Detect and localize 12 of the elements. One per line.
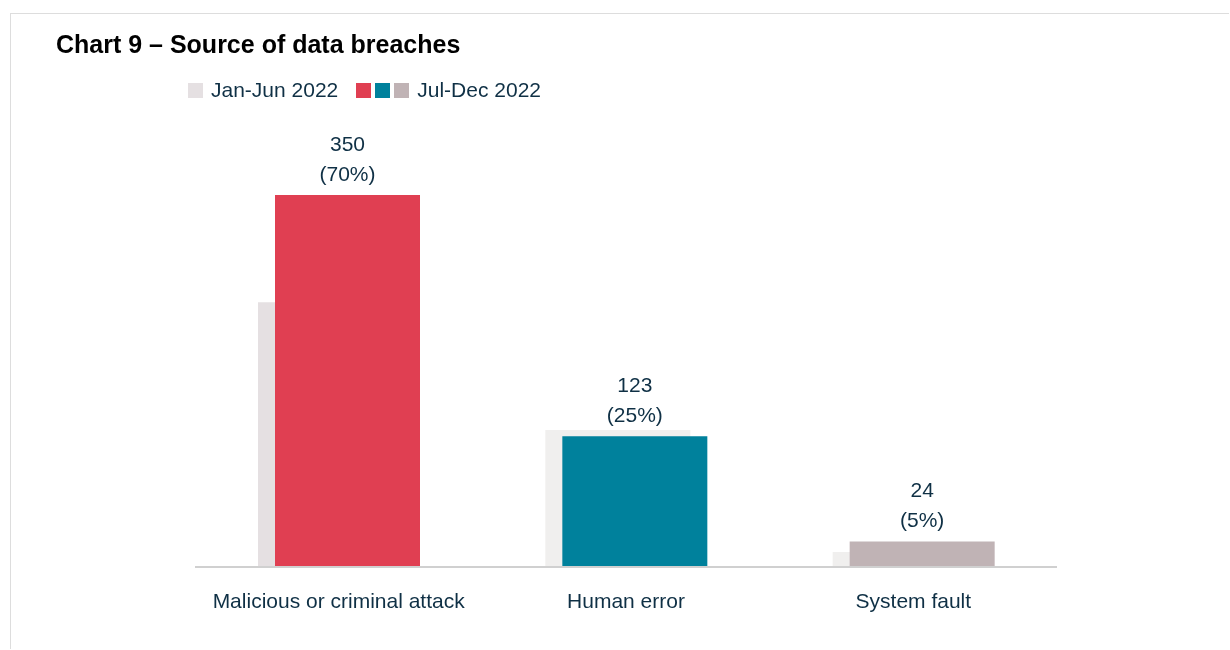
bar xyxy=(275,195,420,567)
x-tick-label: Malicious or criminal attack xyxy=(212,588,466,612)
legend-label: Jul-Dec 2022 xyxy=(417,78,541,102)
data-label: 350 (70%) xyxy=(319,132,376,185)
x-tick-label: Human error xyxy=(567,588,685,612)
chart-title: Chart 9 – Source of data breaches xyxy=(56,30,461,59)
bar xyxy=(562,436,708,567)
x-tick-label: System fault xyxy=(855,588,972,612)
bar xyxy=(849,541,995,567)
data-label: 24 (5%) xyxy=(899,478,945,532)
data-label: 123 (25%) xyxy=(606,373,663,427)
legend-label: Jan-Jun 2022 xyxy=(211,78,339,102)
